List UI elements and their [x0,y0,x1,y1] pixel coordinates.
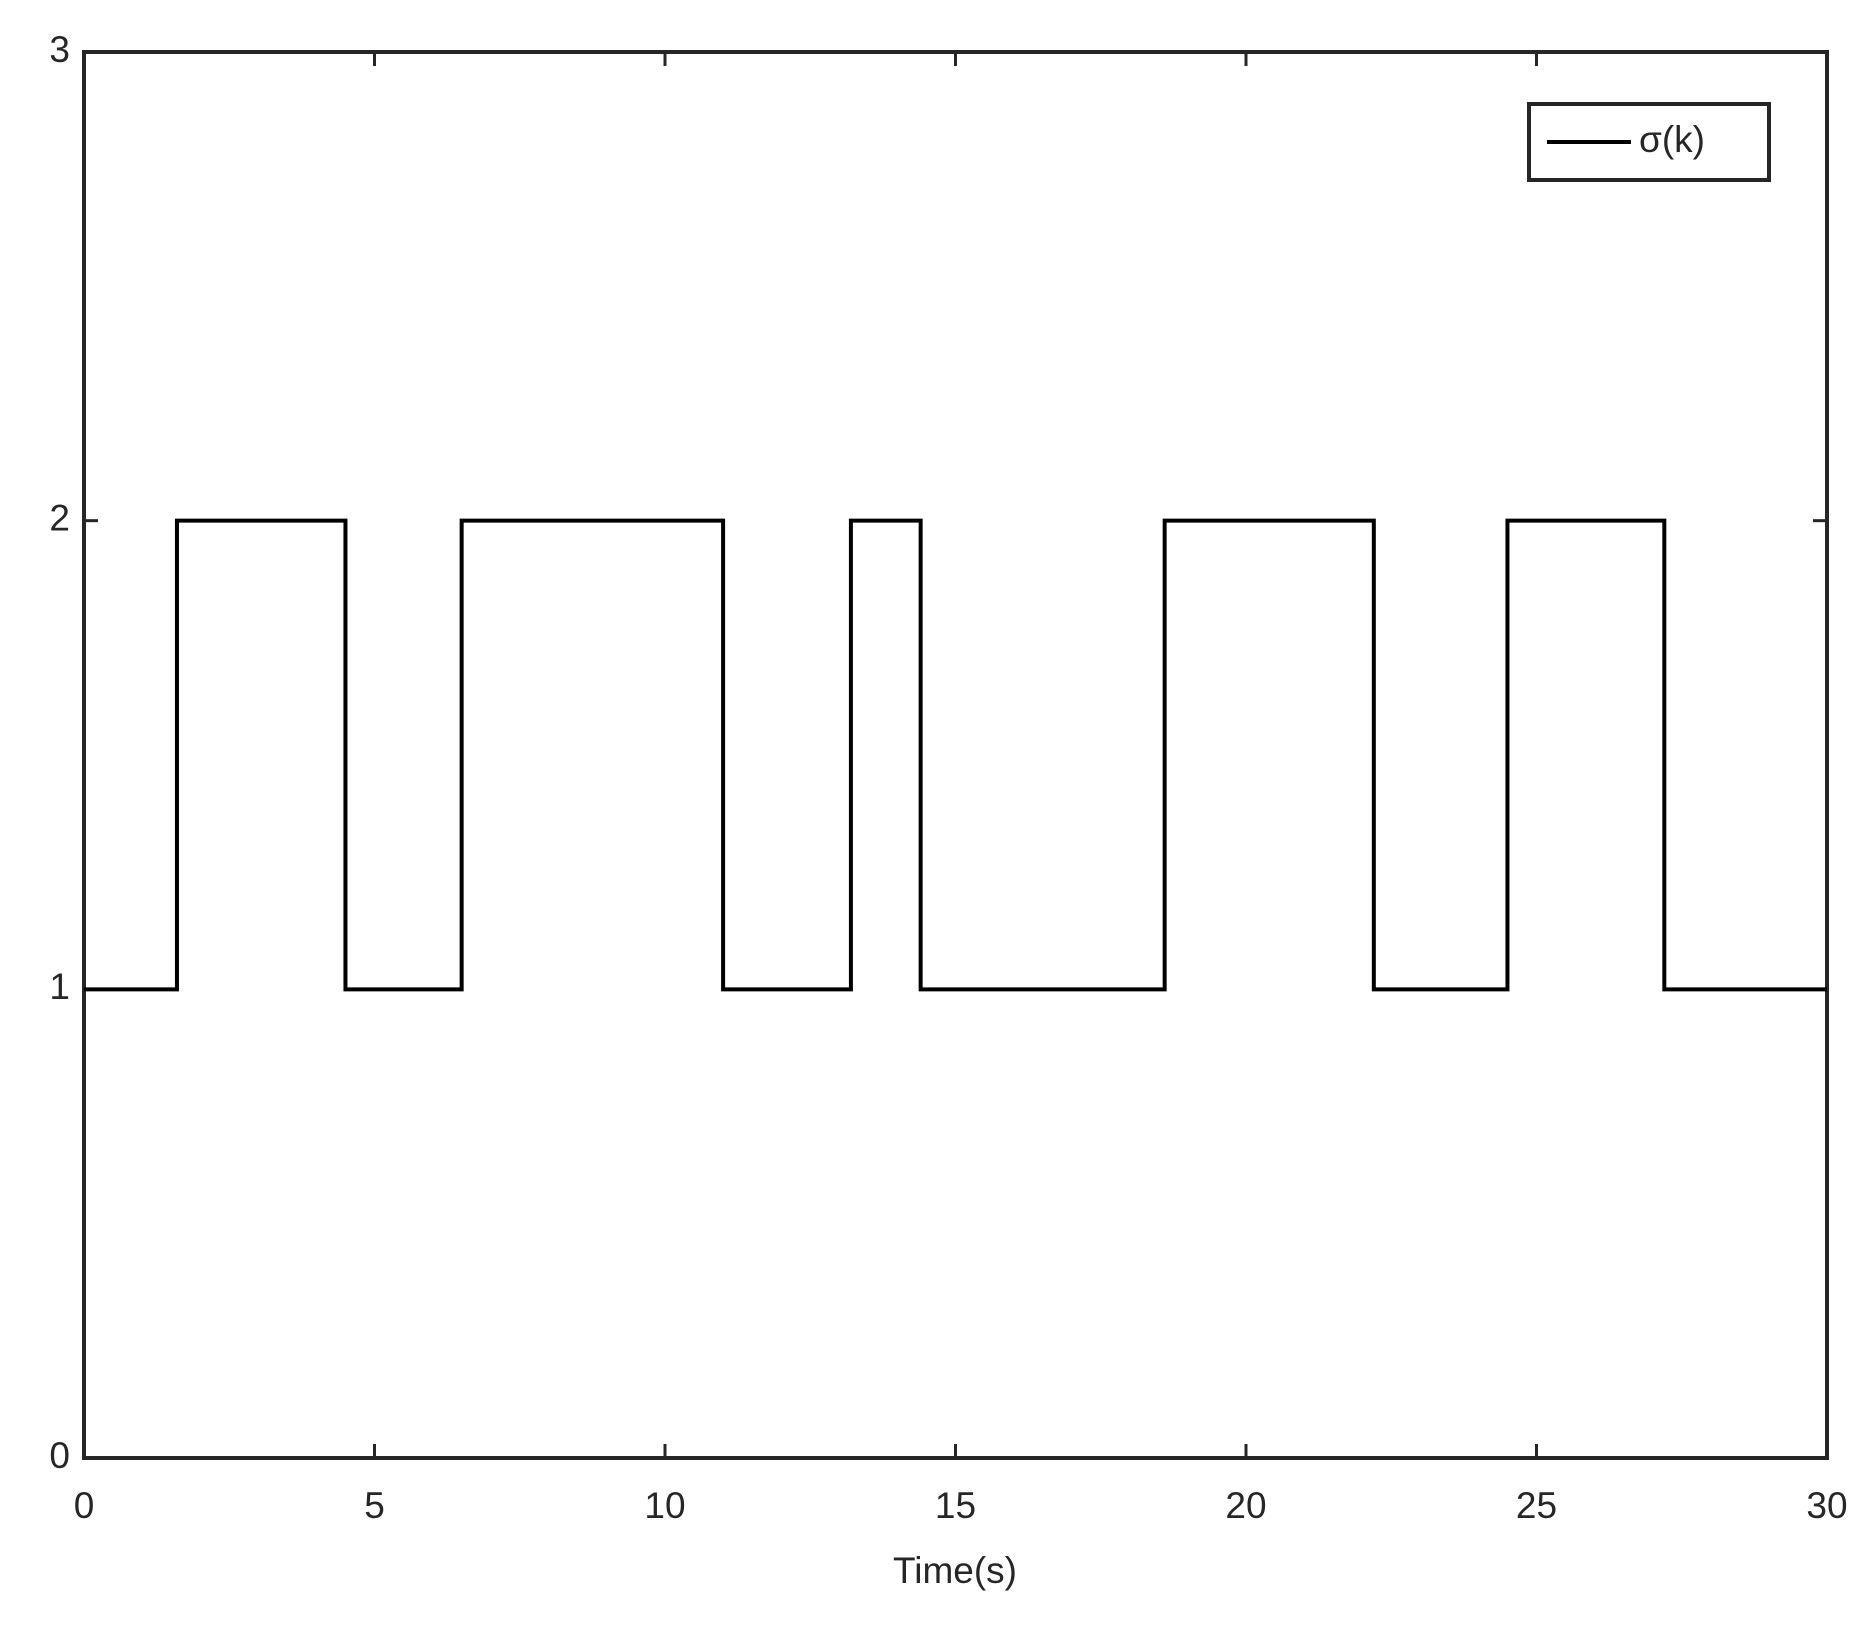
x-tick-label: 30 [1806,1485,1847,1526]
series-line [84,518,1827,992]
y-tick-label: 0 [49,1435,70,1476]
legend-box [1527,102,1771,182]
x-tick-label: 5 [364,1485,385,1526]
x-tick-label: 20 [1225,1485,1266,1526]
x-tick-label: 25 [1516,1485,1557,1526]
x-tick-label: 0 [74,1485,95,1526]
plot-area [82,50,1829,1460]
x-tick-label: 15 [935,1485,976,1526]
y-tick-label: 2 [49,497,70,538]
x-axis-label: Time(s) [893,1550,1017,1591]
y-tick-label: 3 [49,29,70,70]
y-tick-label: 1 [49,966,70,1007]
legend-label: σ(k) [1639,119,1705,160]
x-tick-label: 10 [644,1485,685,1526]
